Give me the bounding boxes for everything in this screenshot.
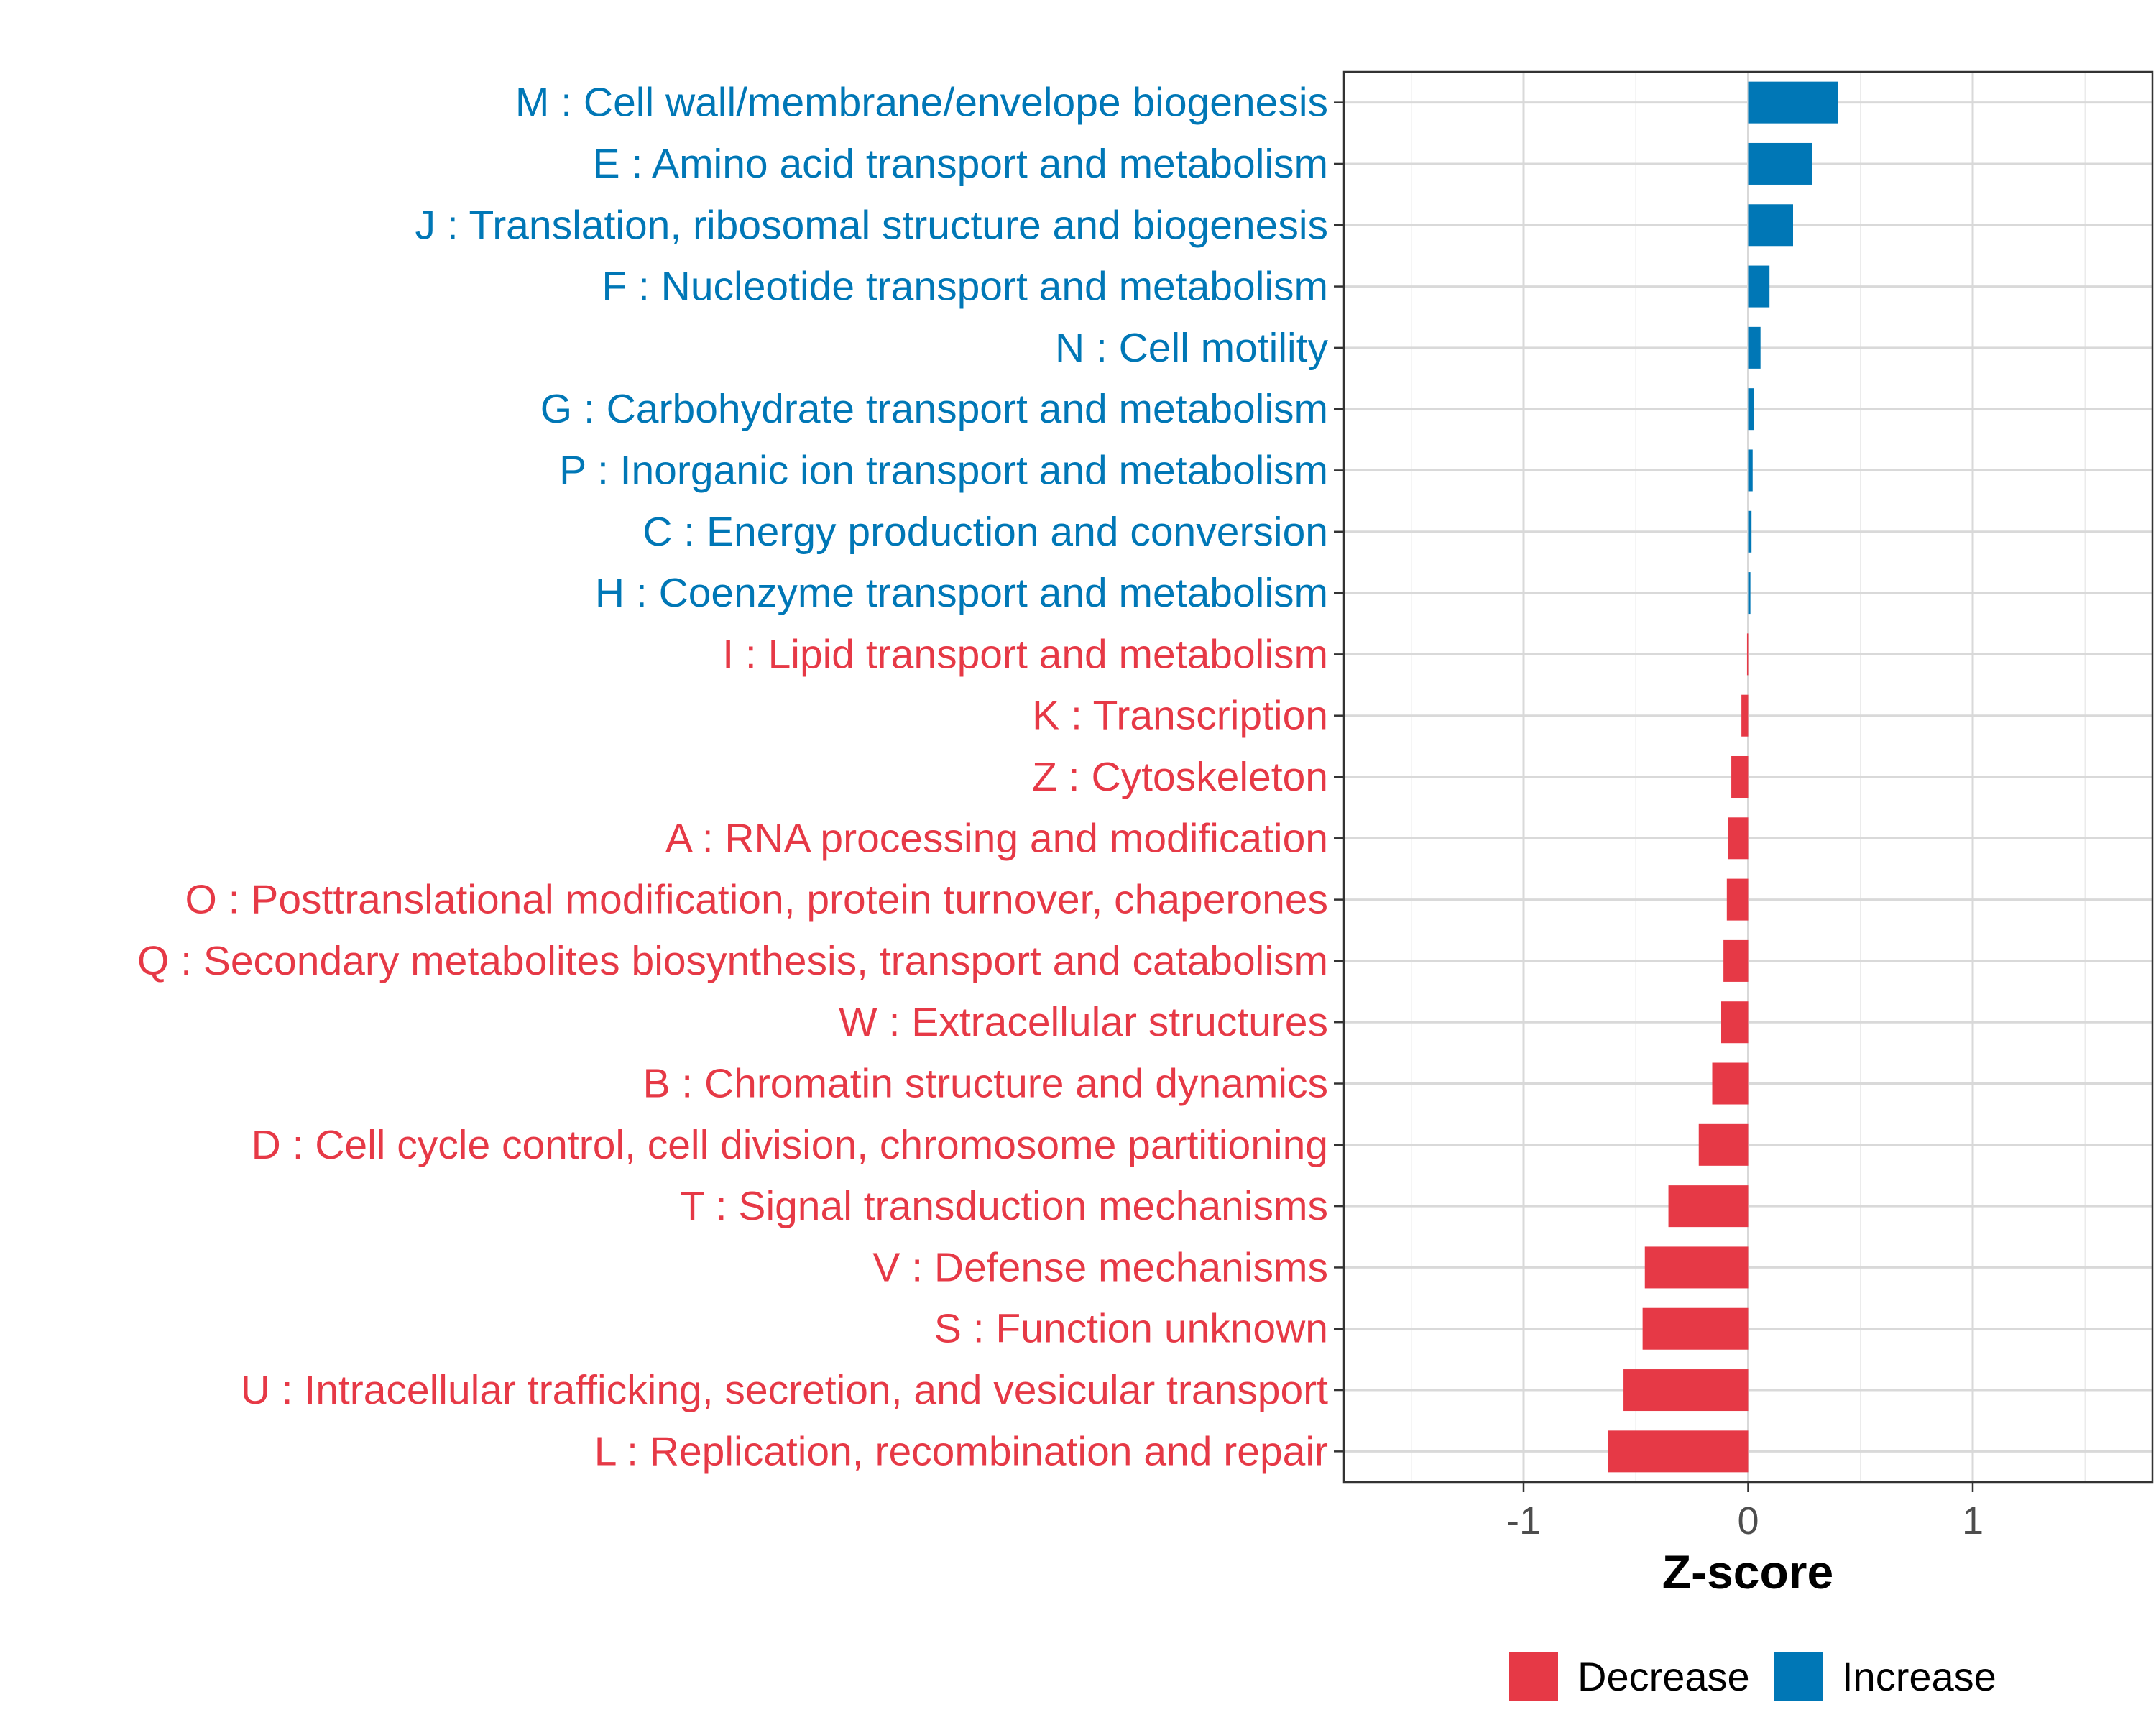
bar-q [1723,939,1749,982]
category-label-u: U : Intracellular trafficking, secretion… [241,1367,1328,1413]
legend-swatch-decrease [1509,1652,1558,1701]
bar-a [1728,817,1749,860]
category-label-m: M : Cell wall/membrane/envelope biogenes… [515,80,1328,126]
category-label-d: D : Cell cycle control, cell division, c… [252,1122,1328,1168]
category-labels: M : Cell wall/membrane/envelope biogenes… [137,80,1329,1475]
bar-p [1748,449,1753,492]
category-label-j: J : Translation, ribosomal structure and… [415,202,1328,248]
legend: Decrease Increase [1509,1652,1996,1701]
bar-f [1748,265,1770,308]
category-label-v: V : Defense mechanisms [872,1244,1328,1290]
legend-swatch-increase [1774,1652,1823,1701]
bar-g [1748,388,1754,431]
category-label-i: I : Lipid transport and metabolism [722,631,1328,677]
bar-v [1644,1246,1749,1289]
x-tick-label: 0 [1737,1499,1759,1542]
bar-e [1748,142,1812,185]
bar-i [1746,633,1749,676]
bar-t [1668,1185,1749,1228]
bar-o [1726,878,1749,921]
bar-l [1608,1430,1749,1473]
category-label-s: S : Function unknown [934,1306,1328,1352]
category-label-b: B : Chromatin structure and dynamics [642,1061,1328,1107]
bar-k [1741,694,1749,737]
category-label-g: G : Carbohydrate transport and metabolis… [540,386,1328,432]
category-label-h: H : Coenzyme transport and metabolism [595,570,1328,616]
category-label-f: F : Nucleotide transport and metabolism [602,264,1328,310]
x-tick-label: -1 [1506,1499,1541,1542]
category-label-e: E : Amino acid transport and metabolism [593,141,1328,187]
bar-d [1698,1123,1749,1166]
bar-w [1721,1001,1749,1044]
category-label-a: A : RNA processing and modification [665,815,1328,861]
legend-label-decrease: Decrease [1577,1654,1750,1699]
bar-z [1731,755,1749,799]
category-label-t: T : Signal transduction mechanisms [680,1183,1328,1229]
x-axis-title: Z-score [1662,1545,1833,1598]
legend-label-increase: Increase [1842,1654,1996,1699]
category-label-n: N : Cell motility [1055,325,1329,371]
category-label-c: C : Energy production and conversion [642,509,1328,555]
bars [1608,81,1838,1473]
category-label-z: Z : Cytoskeleton [1032,754,1328,800]
bar-j [1748,204,1793,247]
y-axis-ticks [1334,101,1344,1453]
category-label-q: Q : Secondary metabolites biosynthesis, … [137,938,1328,984]
category-label-w: W : Extracellular structures [839,999,1328,1045]
category-label-k: K : Transcription [1032,693,1328,739]
bar-c [1748,510,1752,553]
x-axis-ticks: -1 0 1 [1506,1482,1984,1542]
bar-m [1748,81,1838,124]
x-tick-label: 1 [1962,1499,1984,1542]
category-label-p: P : Inorganic ion transport and metaboli… [559,447,1328,493]
bar-s [1642,1307,1749,1350]
bar-h [1748,572,1751,615]
bar-n [1748,326,1761,369]
bar-u [1623,1369,1749,1412]
category-label-l: L : Replication, recombination and repai… [594,1428,1328,1474]
bar-b [1712,1062,1749,1105]
category-label-o: O : Posttranslational modification, prot… [185,877,1328,923]
